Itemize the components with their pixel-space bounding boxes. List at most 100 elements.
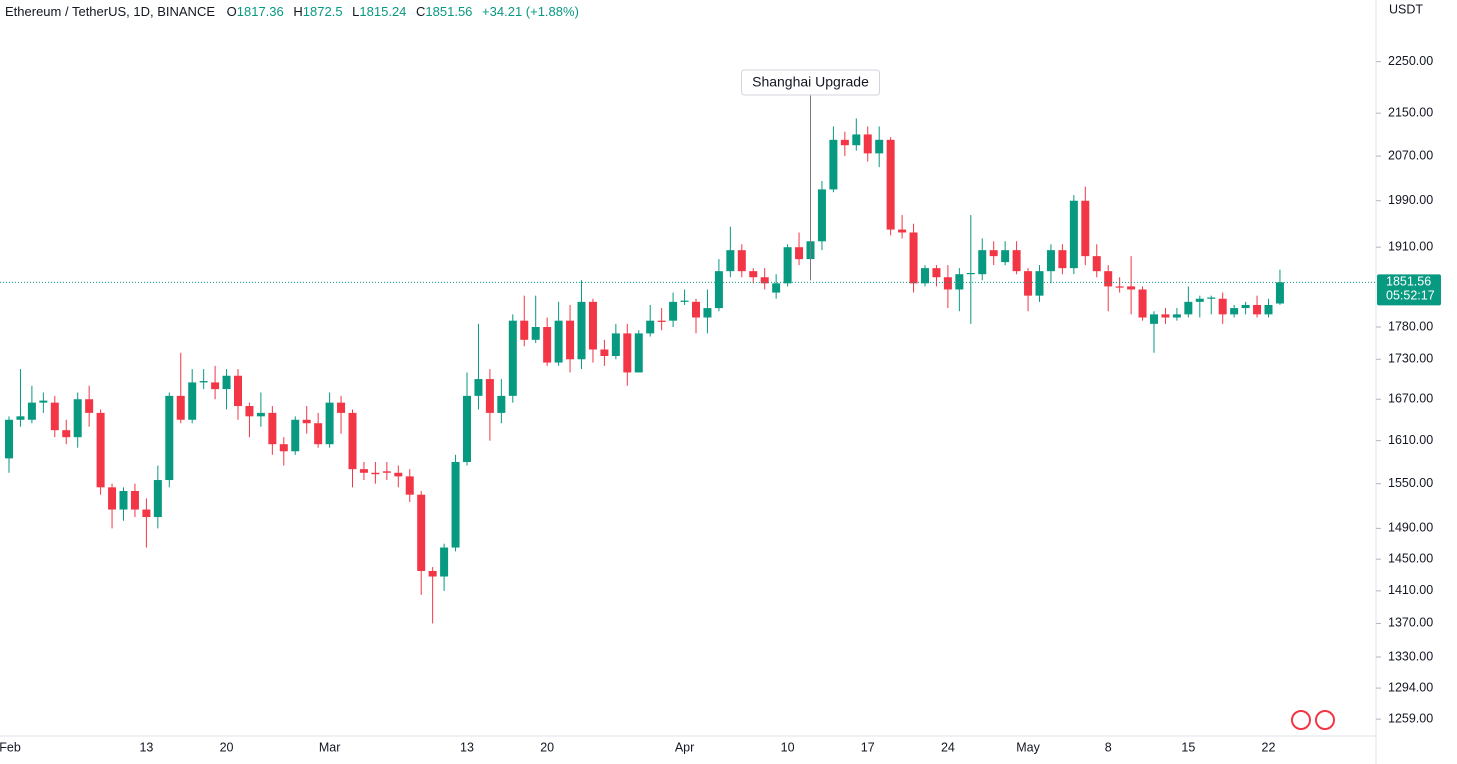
y-tick-label: 1780.00 xyxy=(1388,319,1433,333)
candle-body xyxy=(451,461,460,548)
candle-body xyxy=(829,139,838,190)
candle-body xyxy=(1161,314,1170,318)
ohlc-value: 1851.56 xyxy=(425,4,473,19)
candle-body xyxy=(783,247,792,284)
candle-body xyxy=(314,423,323,445)
candle-body xyxy=(1069,200,1078,269)
candle-body xyxy=(1012,250,1021,272)
candle-body xyxy=(96,412,105,488)
symbol: Ethereum / TetherUS, 1D, BINANCE xyxy=(5,4,216,19)
y-tick-label: 1410.00 xyxy=(1388,583,1433,597)
candle-body xyxy=(955,274,964,290)
candle-body xyxy=(1046,250,1055,272)
candle-body xyxy=(875,139,884,154)
plot xyxy=(5,118,1284,624)
candle-body xyxy=(176,395,185,420)
candle-body xyxy=(1195,298,1204,302)
y-tick-label: 1330.00 xyxy=(1388,649,1433,663)
candle-body xyxy=(108,487,117,510)
candle-body xyxy=(852,134,861,146)
candle-body xyxy=(1092,256,1101,272)
y-tick-label: 1550.00 xyxy=(1388,476,1433,490)
x-tick-label: 13 xyxy=(139,740,153,754)
candle-body xyxy=(692,301,700,318)
candle-body xyxy=(966,272,975,275)
candle-body xyxy=(371,472,380,475)
candle-body xyxy=(199,381,208,383)
candle-body xyxy=(886,139,895,230)
y-tick-label: 1490.00 xyxy=(1388,521,1433,535)
x-tick-label: 24 xyxy=(941,740,955,754)
candle-body xyxy=(669,301,678,321)
candle-body xyxy=(394,472,403,477)
candle-body xyxy=(1081,200,1090,257)
x-tick-label: 22 xyxy=(1262,740,1276,754)
ohlc-label: C xyxy=(416,4,426,19)
candle-body xyxy=(348,412,357,470)
candle-body xyxy=(577,301,586,360)
candle-body xyxy=(520,320,529,340)
candle-body xyxy=(165,395,174,481)
candle-body xyxy=(817,189,826,242)
candle-body xyxy=(932,268,941,278)
candle-body xyxy=(714,271,723,309)
candle-body xyxy=(554,320,563,363)
candle-body xyxy=(989,250,998,257)
candle-body xyxy=(245,406,254,417)
candle-body xyxy=(1264,304,1273,315)
x-tick-label: Feb xyxy=(0,740,21,754)
candle-body xyxy=(795,247,804,260)
candle-body xyxy=(943,277,952,290)
unit-label: USDT xyxy=(1389,2,1423,16)
candle-body xyxy=(291,419,300,452)
candle-body xyxy=(634,333,643,373)
candle-body xyxy=(1230,308,1239,315)
candle-body xyxy=(531,327,540,340)
candle-body xyxy=(359,469,368,473)
ohlc-value: 1872.5 xyxy=(302,4,343,19)
candle-body xyxy=(1024,271,1033,296)
candle-body xyxy=(188,382,197,420)
candle-body xyxy=(211,382,220,390)
candle-body xyxy=(1241,304,1250,309)
countdown: 05:52:17 xyxy=(1386,289,1435,303)
candle-body xyxy=(1115,286,1124,288)
candle-body xyxy=(463,395,471,462)
candle-body xyxy=(772,283,781,293)
y-tick-label: 1450.00 xyxy=(1388,551,1433,565)
y-tick-label: 1990.00 xyxy=(1388,193,1433,207)
candle-body xyxy=(302,419,311,424)
candle-body xyxy=(726,250,735,272)
candle-body xyxy=(85,399,94,413)
candle-body xyxy=(405,476,414,495)
candle-body xyxy=(863,134,872,154)
candle-body xyxy=(222,375,231,390)
candle-body xyxy=(428,570,437,577)
candle-body xyxy=(657,320,666,322)
candle-body xyxy=(497,395,506,413)
candle-body xyxy=(16,416,25,420)
flags xyxy=(1291,710,1335,730)
change: +34.21 (+1.88%) xyxy=(482,4,579,19)
candle-body xyxy=(600,349,609,357)
candle-body xyxy=(921,268,929,284)
x-tick-label: Apr xyxy=(675,740,694,754)
candle-body xyxy=(1104,271,1113,287)
ohlc-label: L xyxy=(352,4,360,19)
last-price-label: 1851.56 xyxy=(1386,275,1431,289)
candle-body xyxy=(417,494,426,571)
candle-body xyxy=(543,327,552,363)
flag-icon xyxy=(1315,710,1335,730)
candle-body xyxy=(680,300,689,302)
x-tick-label: 8 xyxy=(1105,740,1112,754)
x-tick-label: 13 xyxy=(460,740,474,754)
candle-body xyxy=(485,379,494,413)
annotation: Shanghai Upgrade xyxy=(741,69,880,96)
y-tick-label: 1610.00 xyxy=(1388,433,1433,447)
candle-body xyxy=(5,419,13,459)
candle-body xyxy=(62,430,71,438)
candle-body xyxy=(39,400,48,403)
candle-body xyxy=(337,402,346,413)
candle-body xyxy=(1001,250,1010,263)
